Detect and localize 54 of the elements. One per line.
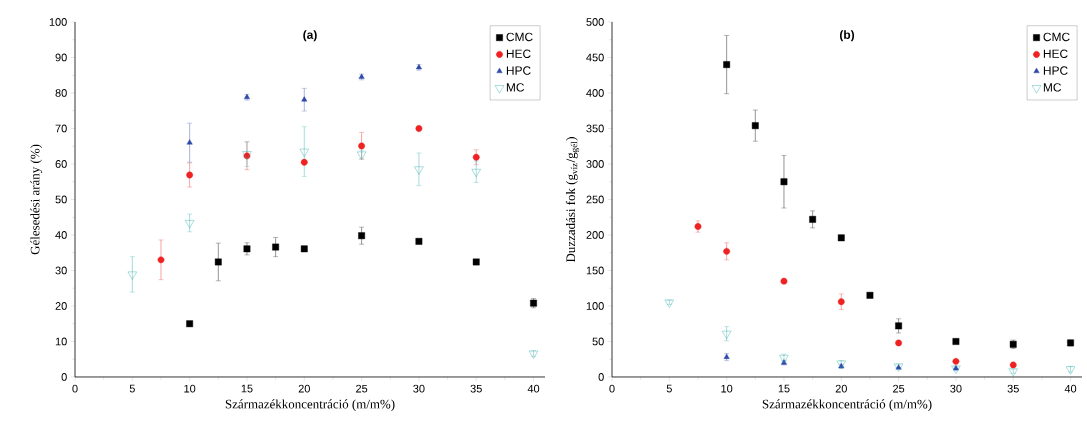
y-tick-label: 10	[55, 337, 67, 346]
legend-label: HPC	[1043, 66, 1068, 75]
legend-label: CMC	[1043, 32, 1070, 42]
x-tick-label: 30	[413, 384, 425, 393]
y-tick-label: 350	[586, 124, 604, 133]
x-tick-label: 35	[470, 384, 482, 393]
text: (a)	[303, 30, 317, 42]
y-tick-label: 250	[586, 195, 604, 204]
legend-label: MC	[1043, 83, 1062, 92]
y-tick-label: 300	[586, 160, 604, 168]
x-axis-title: Származékkoncentráció (m/m%)	[762, 399, 932, 412]
x-tick-label: 30	[950, 384, 962, 393]
legend-label: HPC	[506, 66, 531, 75]
x-tick-label: 20	[835, 384, 847, 393]
x-tick-label: 15	[778, 384, 790, 393]
text: (b)	[839, 30, 855, 42]
y-tick-label: 0	[61, 373, 67, 381]
x-tick-label: 5	[129, 384, 135, 393]
x-tick-label: 10	[721, 384, 733, 393]
y-tick-label: 60	[55, 160, 67, 168]
y-tick-label: 0	[598, 373, 604, 381]
y-tick-label: 20	[55, 302, 67, 310]
x-axis-title: Származékkoncentráció (m/m%)	[225, 399, 395, 412]
y-tick-label: 50	[592, 337, 604, 346]
y-tick-label: 200	[586, 231, 604, 239]
y-axis-title: Gélesedési arány (%)	[30, 144, 43, 255]
y-tick-label: 100	[586, 302, 604, 310]
y-tick-label: 80	[55, 89, 67, 97]
y-axis-title: Duzzadási fok (g$_{víz}$/g$_{gél}$)	[565, 137, 580, 263]
y-tick-label: 150	[586, 266, 604, 275]
legend-label: MC	[506, 83, 525, 92]
y-tick-label: 100	[49, 18, 67, 26]
legend-label: HEC	[506, 49, 531, 58]
x-tick-label: 0	[609, 384, 615, 393]
y-tick-label: 70	[55, 124, 67, 133]
x-tick-label: 15	[241, 384, 253, 393]
y-tick-label: 90	[55, 53, 67, 62]
y-tick-label: 30	[55, 266, 67, 275]
legend-label: CMC	[506, 32, 533, 42]
x-tick-label: 10	[184, 384, 196, 393]
x-tick-label: 40	[527, 384, 540, 393]
y-tick-label: 500	[586, 18, 604, 26]
y-tick-label: 40	[55, 231, 67, 239]
x-tick-label: 5	[666, 384, 672, 393]
x-tick-label: 25	[893, 384, 905, 393]
x-tick-label: 0	[72, 384, 78, 393]
x-tick-label: 25	[356, 384, 368, 393]
y-tick-label: 450	[586, 53, 604, 62]
y-tick-label: 50	[55, 195, 67, 204]
y-tick-label: 400	[586, 89, 604, 97]
legend-label: HEC	[1043, 49, 1068, 58]
x-tick-label: 40	[1064, 384, 1077, 393]
x-tick-label: 35	[1007, 384, 1019, 393]
x-tick-label: 20	[298, 384, 310, 393]
